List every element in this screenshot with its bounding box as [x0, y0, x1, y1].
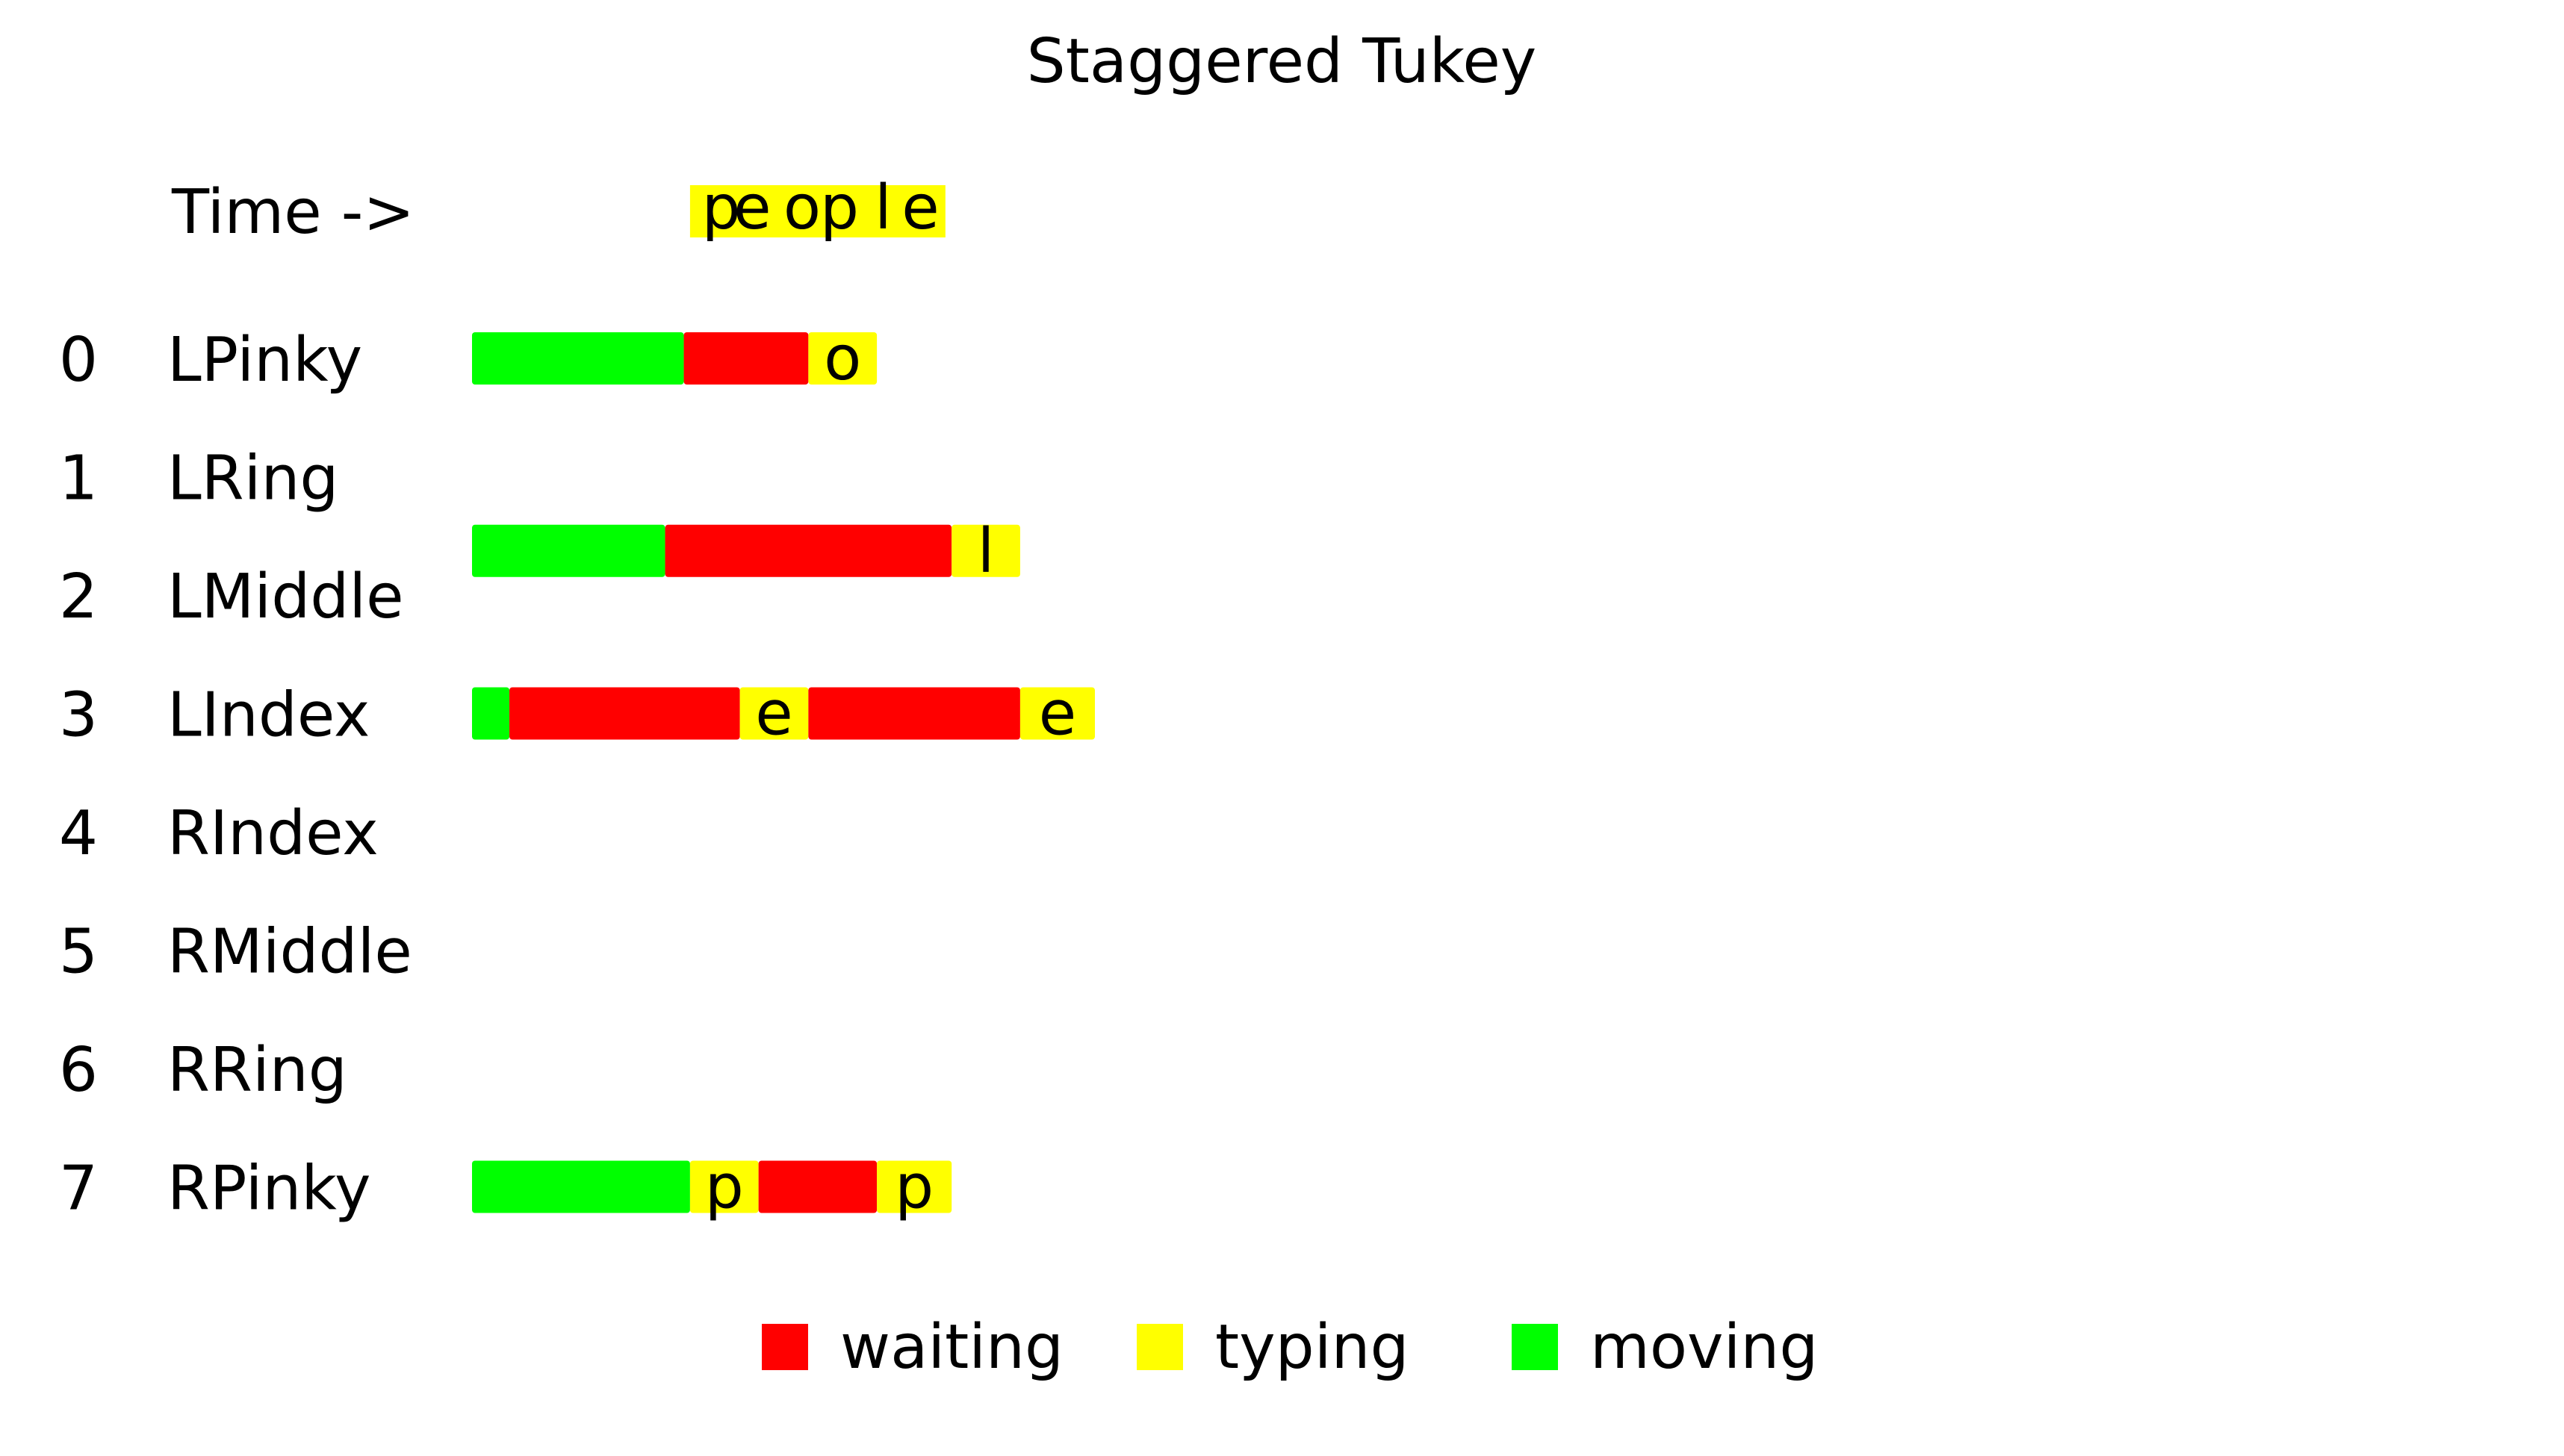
- segment-moving: [472, 332, 684, 385]
- header-letter: e: [901, 172, 939, 243]
- segment-typing: [808, 332, 878, 385]
- header-letter: p: [820, 172, 859, 243]
- time-axis-label: Time ->: [171, 177, 415, 248]
- segment-typing: [739, 687, 809, 740]
- segment-moving: [472, 1160, 690, 1213]
- typed-word-header: pe op l e: [689, 172, 946, 243]
- segment-waiting: [683, 332, 809, 385]
- header-typing-strip: [689, 185, 946, 237]
- legend-swatch-waiting: [762, 1324, 808, 1370]
- finger-rows: 0 LPinky o 1 LRing l 2 LMiddle 3 LIndex e e 4 RIndex 5…: [59, 323, 1095, 1225]
- finger-index: 4: [59, 798, 98, 869]
- segment-waiting: [665, 524, 952, 577]
- segment-letter: p: [895, 1152, 934, 1223]
- finger-index: 6: [59, 1035, 98, 1106]
- header-letter: o: [783, 172, 821, 243]
- finger-index: 0: [59, 325, 98, 396]
- finger-name: LMiddle: [167, 561, 404, 632]
- finger-index: 1: [59, 444, 98, 514]
- finger-index: 5: [59, 917, 98, 988]
- segment-typing: [689, 1160, 759, 1213]
- segment-waiting: [758, 1160, 878, 1213]
- segment-letter: o: [824, 323, 861, 394]
- diagram-title: Staggered Tukey: [1027, 26, 1537, 97]
- segment-typing: [877, 1160, 952, 1213]
- segment-typing: [1019, 687, 1095, 740]
- finger-name: LPinky: [167, 325, 362, 396]
- segment-letter: p: [705, 1152, 744, 1223]
- legend-label-typing: typing: [1215, 1312, 1409, 1383]
- finger-index: 3: [59, 680, 98, 751]
- legend-swatch-moving: [1512, 1324, 1558, 1370]
- header-letter: e: [733, 172, 771, 243]
- legend-label-moving: moving: [1590, 1312, 1818, 1383]
- legend-label-waiting: waiting: [840, 1312, 1064, 1383]
- finger-name: RIndex: [167, 798, 379, 869]
- finger-name: RMiddle: [167, 917, 412, 988]
- segment-letter: e: [755, 679, 792, 750]
- segment-letter: e: [1039, 679, 1076, 750]
- finger-name: LRing: [167, 444, 338, 514]
- segment-letter: l: [978, 516, 995, 587]
- finger-index: 2: [59, 561, 98, 632]
- segment-moving: [472, 687, 510, 740]
- legend: waiting typing moving: [762, 1312, 1818, 1383]
- segment-waiting: [808, 687, 1020, 740]
- finger-name: RPinky: [167, 1154, 370, 1225]
- header-letter: p: [702, 172, 741, 243]
- finger-name: LIndex: [167, 680, 370, 751]
- legend-swatch-typing: [1137, 1324, 1183, 1370]
- finger-index: 7: [59, 1154, 98, 1225]
- segment-typing: [952, 524, 1020, 577]
- segment-waiting: [509, 687, 740, 740]
- finger-name: RRing: [167, 1035, 347, 1106]
- header-letter: l: [875, 172, 892, 243]
- segment-moving: [472, 524, 665, 577]
